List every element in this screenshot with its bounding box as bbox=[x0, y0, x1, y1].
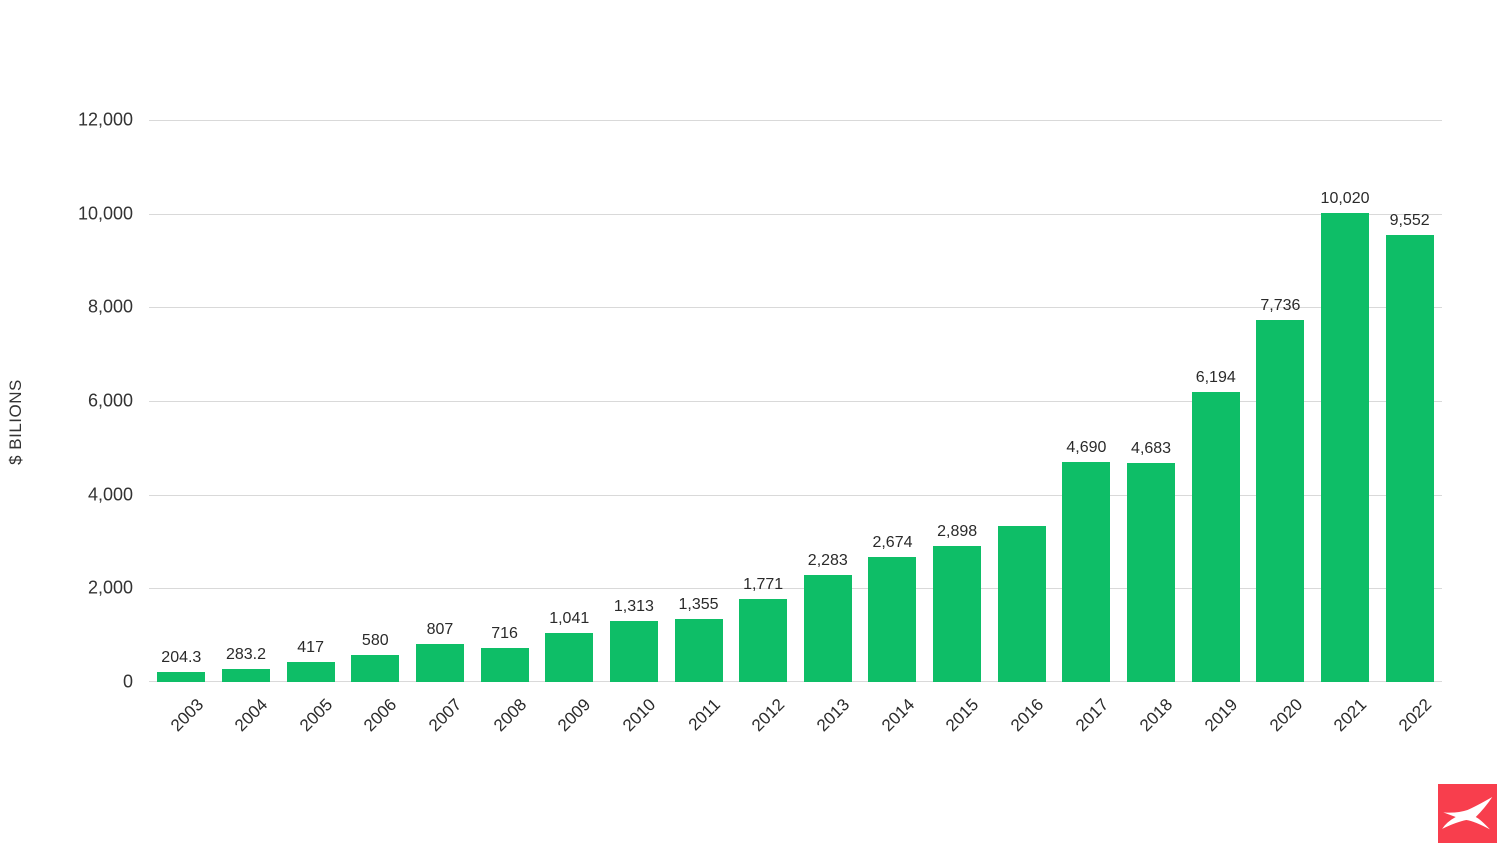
x-tick-label: 2014 bbox=[877, 695, 918, 736]
bar-value-label: 10,020 bbox=[1320, 190, 1370, 207]
bar-2020 bbox=[1256, 320, 1305, 682]
x-tick-label: 2020 bbox=[1265, 695, 1306, 736]
bar-2015 bbox=[933, 546, 982, 682]
bar-2018 bbox=[1127, 463, 1176, 682]
bar-value-label: 1,771 bbox=[743, 576, 784, 593]
bar-value-label: 4,690 bbox=[1066, 439, 1107, 456]
bar-value-label: 2,283 bbox=[807, 552, 848, 569]
bar-2007 bbox=[415, 644, 464, 682]
swallow-x-icon bbox=[1438, 784, 1497, 843]
x-tick-label: 2007 bbox=[425, 695, 466, 736]
y-tick-label: 10,000 bbox=[77, 203, 133, 224]
bar-value-label: 580 bbox=[361, 632, 389, 649]
gridline bbox=[149, 307, 1442, 309]
bar-2012 bbox=[739, 599, 788, 682]
gridline bbox=[149, 120, 1442, 121]
x-tick-label: 2003 bbox=[166, 695, 207, 736]
bar-2005 bbox=[286, 662, 335, 682]
x-tick-label: 2021 bbox=[1330, 695, 1371, 736]
bar-value-label: 1,355 bbox=[678, 596, 719, 613]
bar-2014 bbox=[868, 557, 917, 682]
bar-2003 bbox=[157, 672, 206, 682]
x-tick-label: 2022 bbox=[1394, 695, 1436, 736]
y-tick-label: 12,000 bbox=[77, 109, 133, 130]
x-tick-label: 2004 bbox=[231, 695, 272, 736]
x-tick-label: 2008 bbox=[489, 695, 531, 736]
x-tick-label: 2005 bbox=[295, 695, 337, 736]
plot-area: 204.3 283.2 417 580 807 716 1,041 1,313 1,355 1,7… bbox=[149, 120, 1442, 682]
y-tick-label: 6,000 bbox=[87, 390, 133, 411]
y-axis-title: $ BILIONS bbox=[6, 379, 25, 465]
bar-2016 bbox=[997, 526, 1046, 682]
x-tick-label: 2006 bbox=[360, 695, 401, 736]
x-tick-label: 2013 bbox=[813, 695, 854, 736]
bar-value-label: 2,898 bbox=[937, 523, 978, 540]
bar-value-label: 4,683 bbox=[1131, 440, 1172, 457]
bar-2022 bbox=[1385, 235, 1434, 682]
x-tick-label: 2019 bbox=[1200, 695, 1242, 736]
y-tick-label: 2,000 bbox=[87, 577, 133, 598]
gridline bbox=[149, 588, 1442, 590]
x-tick-label: 2011 bbox=[684, 695, 724, 735]
y-tick-label: 4,000 bbox=[87, 484, 133, 505]
bar-value-label: 204.3 bbox=[161, 649, 202, 666]
bar-2004 bbox=[221, 669, 270, 682]
bar-2011 bbox=[674, 619, 723, 682]
bar-value-label: 283.2 bbox=[225, 646, 266, 663]
gridline bbox=[149, 494, 1442, 496]
x-tick-label: 2012 bbox=[748, 695, 789, 736]
gridline bbox=[149, 681, 1442, 682]
xtb-logo bbox=[1438, 782, 1497, 845]
x-tick-label: 2018 bbox=[1136, 695, 1177, 736]
bar-2017 bbox=[1062, 462, 1111, 682]
bar-2008 bbox=[480, 648, 529, 682]
bar-value-label: 9,552 bbox=[1389, 212, 1430, 229]
bar-value-label: 417 bbox=[297, 639, 324, 656]
gridline bbox=[149, 213, 1442, 215]
bar-value-label: 1,041 bbox=[549, 610, 590, 627]
x-tick-label: 2010 bbox=[619, 695, 660, 736]
bar-value-label: 2,674 bbox=[872, 534, 913, 551]
bar-2021 bbox=[1321, 213, 1370, 682]
bar-2009 bbox=[545, 633, 594, 682]
bar-2006 bbox=[351, 655, 400, 682]
bar-value-label: 7,736 bbox=[1260, 297, 1301, 314]
y-tick-label: 0 bbox=[122, 671, 133, 692]
y-tick-label: 8,000 bbox=[87, 296, 133, 317]
bar-value-label: 1,313 bbox=[613, 598, 654, 615]
bar-2019 bbox=[1191, 392, 1240, 682]
x-tick-label: 2016 bbox=[1007, 695, 1048, 736]
bar-value-label: 716 bbox=[491, 625, 518, 642]
x-tick-label: 2017 bbox=[1071, 695, 1112, 736]
gridline bbox=[149, 401, 1442, 402]
bar-value-label: 6,194 bbox=[1195, 369, 1236, 386]
bar-value-label: 807 bbox=[426, 621, 454, 638]
x-tick-label: 2009 bbox=[554, 695, 595, 736]
bar-2010 bbox=[609, 621, 658, 682]
bar-2013 bbox=[803, 575, 852, 682]
x-tick-label: 2015 bbox=[942, 695, 983, 736]
